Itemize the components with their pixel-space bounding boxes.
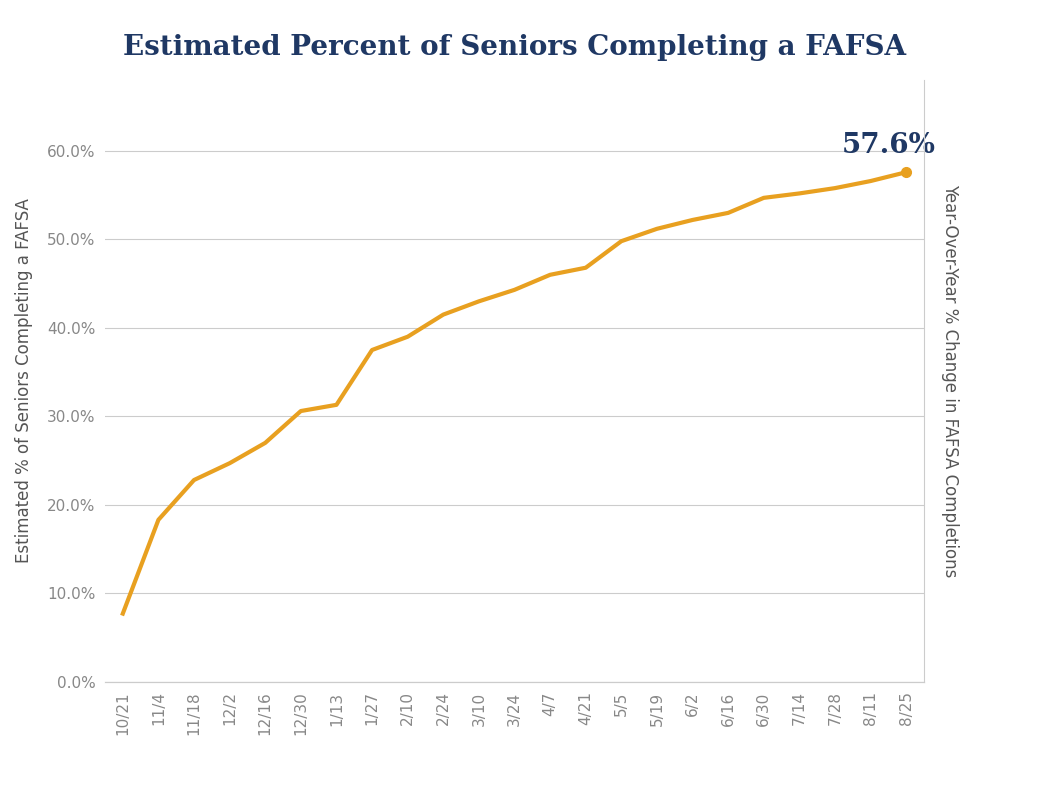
Y-axis label: Estimated % of Seniors Completing a FAFSA: Estimated % of Seniors Completing a FAFS… bbox=[15, 199, 33, 563]
Title: Estimated Percent of Seniors Completing a FAFSA: Estimated Percent of Seniors Completing … bbox=[123, 34, 906, 61]
Y-axis label: Year-Over-Year % Change in FAFSA Completions: Year-Over-Year % Change in FAFSA Complet… bbox=[941, 184, 959, 577]
Text: 57.6%: 57.6% bbox=[842, 132, 936, 159]
